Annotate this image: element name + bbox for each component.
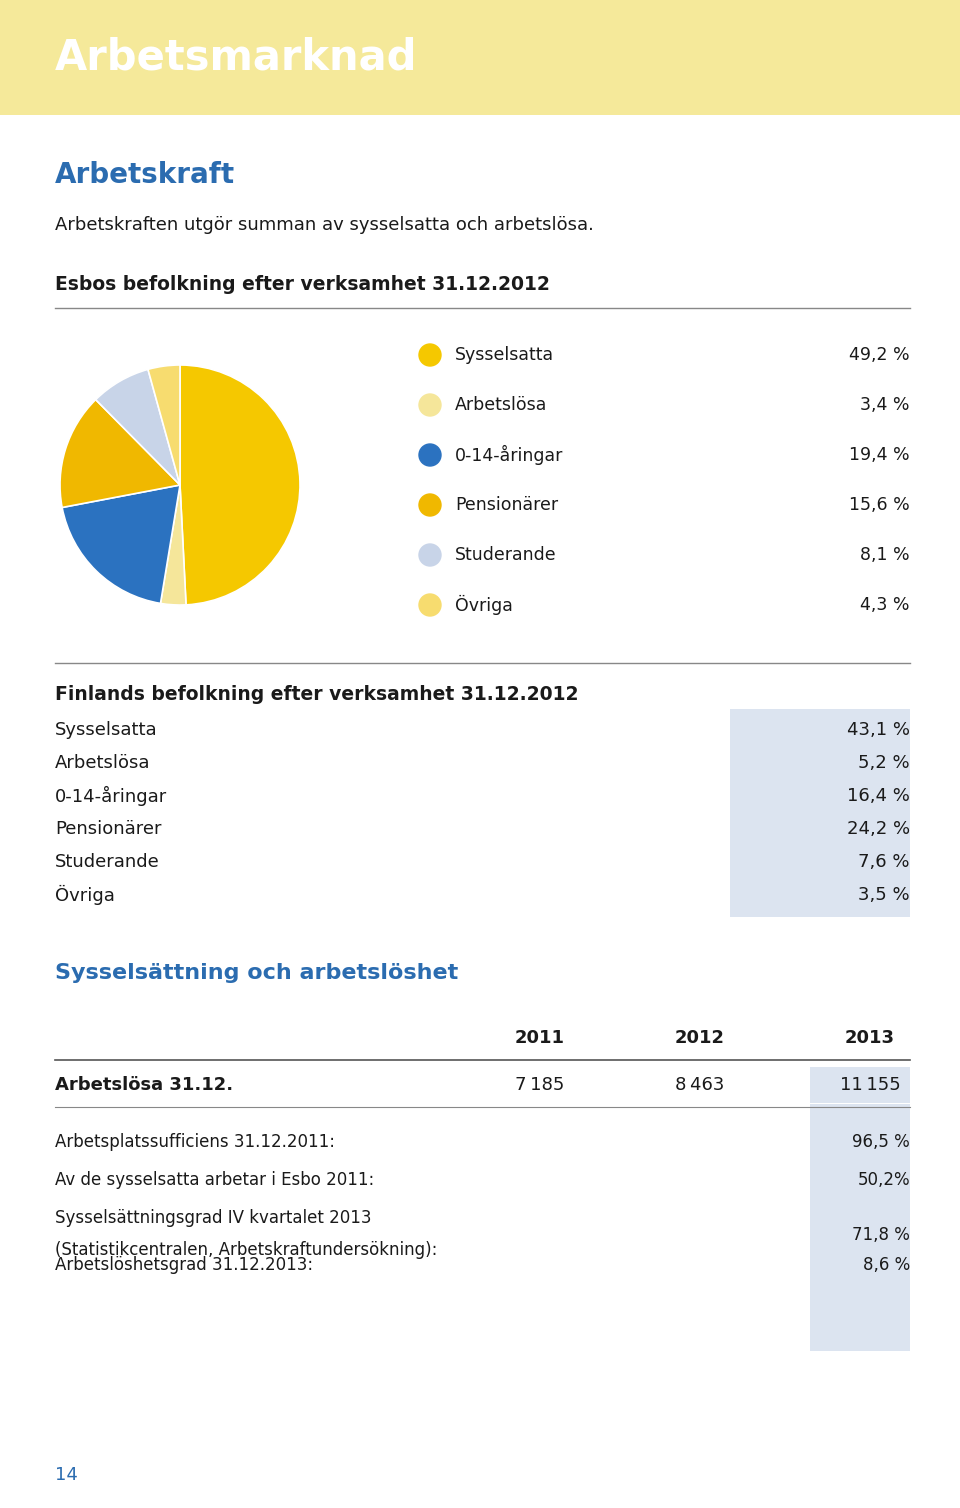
Wedge shape (160, 486, 186, 605)
Wedge shape (96, 369, 180, 486)
Text: 19,4 %: 19,4 % (850, 446, 910, 464)
Text: 4,3 %: 4,3 % (860, 596, 910, 614)
Bar (730, 709, 910, 917)
Circle shape (419, 594, 441, 615)
Text: 3,4 %: 3,4 % (860, 397, 910, 415)
Text: Arbetslösa 31.12.: Arbetslösa 31.12. (55, 1077, 233, 1093)
Text: 7,6 %: 7,6 % (858, 854, 910, 872)
Text: 0-14-åringar: 0-14-åringar (455, 445, 564, 464)
Circle shape (419, 344, 441, 366)
Text: Pensionärer: Pensionärer (55, 820, 161, 838)
Text: 15,6 %: 15,6 % (850, 496, 910, 514)
Circle shape (419, 544, 441, 566)
Bar (0, 0, 960, 115)
Wedge shape (62, 486, 180, 603)
Circle shape (419, 495, 441, 516)
Text: Finlands befolkning efter verksamhet 31.12.2012: Finlands befolkning efter verksamhet 31.… (55, 686, 579, 704)
Text: 5,2 %: 5,2 % (858, 754, 910, 772)
Text: Sysselsatta: Sysselsatta (455, 345, 554, 363)
Text: Arbetskraften utgör summan av sysselsatta och arbetslösa.: Arbetskraften utgör summan av sysselsatt… (55, 216, 594, 234)
Text: 0-14-åringar: 0-14-åringar (55, 786, 167, 807)
Text: 50,2%: 50,2% (857, 1172, 910, 1188)
Text: 2012: 2012 (675, 1028, 725, 1047)
Text: 8,6 %: 8,6 % (863, 1256, 910, 1274)
Wedge shape (148, 365, 180, 486)
Text: Pensionärer: Pensionärer (455, 496, 558, 514)
Text: 49,2 %: 49,2 % (850, 345, 910, 363)
Text: 43,1 %: 43,1 % (847, 721, 910, 739)
Circle shape (419, 394, 441, 416)
Text: 2011: 2011 (515, 1028, 565, 1047)
Text: Arbetslösa: Arbetslösa (55, 754, 151, 772)
Text: Sysselsättning och arbetslöshet: Sysselsättning och arbetslöshet (55, 964, 458, 983)
Text: Arbetsmarknad: Arbetsmarknad (55, 36, 418, 78)
Wedge shape (60, 400, 180, 508)
Bar (810, 1104, 910, 1351)
Text: Arbetslöshetsgrad 31.12.2013:: Arbetslöshetsgrad 31.12.2013: (55, 1256, 313, 1274)
Text: 3,5 %: 3,5 % (858, 887, 910, 903)
Text: (Statistikcentralen, Arbetskraftundersökning):: (Statistikcentralen, Arbetskraftundersök… (55, 1241, 438, 1259)
Text: Sysselsättningsgrad IV kvartalet 2013: Sysselsättningsgrad IV kvartalet 2013 (55, 1209, 372, 1228)
Text: 16,4 %: 16,4 % (847, 787, 910, 805)
Text: Arbetskraft: Arbetskraft (55, 161, 235, 188)
Text: 11 155: 11 155 (840, 1077, 900, 1093)
Text: Av de sysselsatta arbetar i Esbo 2011:: Av de sysselsatta arbetar i Esbo 2011: (55, 1172, 374, 1188)
Text: Studerande: Studerande (55, 854, 159, 872)
Text: 7 185: 7 185 (516, 1077, 564, 1093)
Text: Arbetslösa: Arbetslösa (455, 397, 547, 415)
Text: Esbos befolkning efter verksamhet 31.12.2012: Esbos befolkning efter verksamhet 31.12.… (55, 276, 550, 294)
Text: 71,8 %: 71,8 % (852, 1226, 910, 1244)
Text: 96,5 %: 96,5 % (852, 1133, 910, 1151)
Text: Övriga: Övriga (455, 596, 513, 615)
Text: 8,1 %: 8,1 % (860, 546, 910, 564)
Text: 14: 14 (55, 1466, 78, 1484)
Text: Arbetsplatssufficiens 31.12.2011:: Arbetsplatssufficiens 31.12.2011: (55, 1133, 335, 1151)
Wedge shape (180, 365, 300, 605)
Circle shape (419, 443, 441, 466)
Text: Övriga: Övriga (55, 885, 115, 905)
Text: 8 463: 8 463 (675, 1077, 725, 1093)
Text: Studerande: Studerande (455, 546, 557, 564)
Text: 2013: 2013 (845, 1028, 895, 1047)
Text: 24,2 %: 24,2 % (847, 820, 910, 838)
Text: Sysselsatta: Sysselsatta (55, 721, 157, 739)
Bar (810, 1068, 910, 1102)
